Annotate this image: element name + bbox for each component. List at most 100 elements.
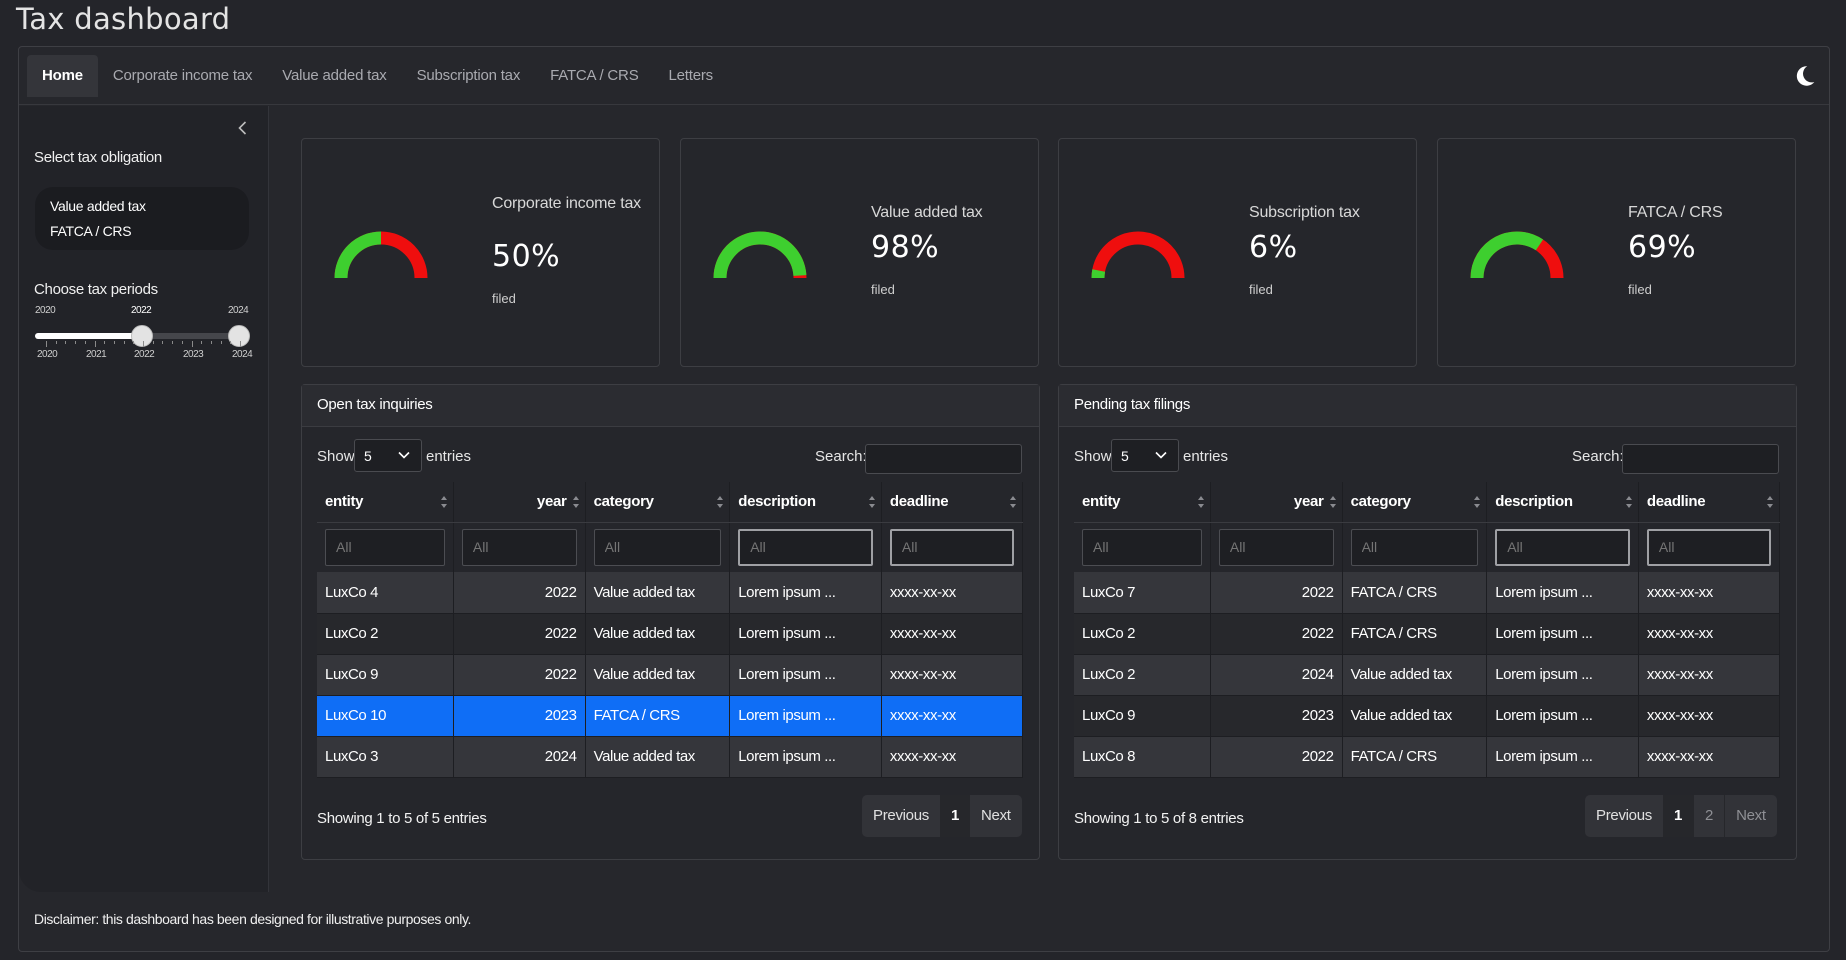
value-box-title: Subscription tax [1249, 204, 1360, 221]
column-filter-input[interactable] [1495, 528, 1630, 566]
cell-description: Lorem ipsum ... [1486, 695, 1639, 737]
column-header-category[interactable]: category [585, 482, 731, 523]
filter-cell [729, 522, 882, 572]
slider-tick [181, 341, 183, 344]
slider-tick [104, 341, 106, 344]
column-filter-input[interactable] [1646, 528, 1771, 566]
table-row[interactable]: LuxCo 8 2022 FATCA / CRS Lorem ipsum ...… [1074, 736, 1781, 778]
table-row[interactable]: LuxCo 2 2024 Value added tax Lorem ipsum… [1074, 654, 1781, 696]
chevron-left-icon[interactable] [233, 118, 253, 138]
value-box-value: 98% [871, 230, 940, 265]
slider-max-label: 2024 [228, 305, 249, 316]
entries-label: entries [1183, 448, 1229, 465]
cell-description: Lorem ipsum ... [1486, 654, 1639, 696]
slider-tick [94, 341, 96, 347]
gauge-chart [334, 231, 428, 279]
cell-deadline: xxxx-xx-xx [881, 654, 1024, 696]
table-row[interactable]: LuxCo 4 2022 Value added tax Lorem ipsum… [317, 572, 1024, 614]
table-row[interactable]: LuxCo 2 2022 FATCA / CRS Lorem ipsum ...… [1074, 613, 1781, 655]
pagination: Previous 1 Next [862, 795, 1022, 837]
obligation-select[interactable]: Value added tax FATCA / CRS [35, 187, 249, 250]
column-filter-input[interactable] [1218, 528, 1334, 566]
sort-icon [1010, 496, 1016, 508]
tab-subscription-tax[interactable]: Subscription tax [416, 67, 521, 84]
value-box-value: 69% [1628, 230, 1697, 265]
period-range-slider[interactable]: 2020 2022 2024 2020 2021 2022 2023 2024 [35, 305, 255, 365]
column-filter-input[interactable] [889, 528, 1014, 566]
column-filter-input[interactable] [1082, 528, 1202, 566]
sort-icon [868, 496, 875, 508]
cell-year: 2022 [453, 572, 586, 614]
column-header-year[interactable]: year [1210, 482, 1343, 523]
entries-length-select[interactable]: 5 [354, 439, 422, 472]
column-filter-input[interactable] [593, 528, 722, 566]
column-filter-input[interactable] [738, 528, 873, 566]
sort-icon [717, 496, 724, 508]
previous-page-button[interactable]: Previous [1596, 807, 1652, 824]
table-row[interactable]: LuxCo 9 2022 Value added tax Lorem ipsum… [317, 654, 1024, 696]
search-input[interactable] [865, 444, 1022, 474]
next-page-button[interactable]: Next [1724, 795, 1777, 837]
table-row[interactable]: LuxCo 2 2022 Value added tax Lorem ipsum… [317, 613, 1024, 655]
column-header-description[interactable]: description [1486, 482, 1639, 523]
column-filter-input[interactable] [1350, 528, 1479, 566]
sort-icon [572, 496, 579, 508]
slider-tick [113, 341, 115, 344]
tab-corporate-income-tax[interactable]: Corporate income tax [112, 67, 253, 84]
previous-page-button[interactable]: Previous [873, 807, 929, 824]
cell-year: 2024 [453, 736, 586, 778]
column-header-year[interactable]: year [453, 482, 586, 523]
tab-letters[interactable]: Letters [668, 67, 714, 84]
slider-from-handle[interactable] [131, 325, 153, 347]
column-header-description[interactable]: description [729, 482, 882, 523]
cell-year: 2022 [1210, 613, 1343, 655]
column-header-label: year [1293, 493, 1324, 511]
cell-entity: LuxCo 10 [317, 695, 454, 737]
moon-icon[interactable] [1791, 63, 1817, 89]
filter-cell [881, 522, 1024, 572]
page-button[interactable]: 1 [1662, 795, 1694, 837]
next-page-button[interactable]: Next [981, 807, 1011, 824]
nav-tabs: Home Corporate income tax Value added ta… [27, 55, 728, 97]
column-header-category[interactable]: category [1342, 482, 1488, 523]
page-button[interactable]: 1 [939, 795, 971, 837]
cell-category: Value added tax [585, 613, 731, 655]
table-row[interactable]: LuxCo 9 2023 Value added tax Lorem ipsum… [1074, 695, 1781, 737]
cell-description: Lorem ipsum ... [729, 695, 882, 737]
column-filter-input[interactable] [461, 528, 577, 566]
cell-description: Lorem ipsum ... [729, 572, 882, 614]
table-info: Showing 1 to 5 of 5 entries [317, 810, 487, 827]
gauge-filled-arc [1470, 231, 1544, 279]
tab-value-added-tax[interactable]: Value added tax [282, 67, 387, 84]
tick-label: 2023 [183, 349, 204, 360]
tick-label: 2024 [232, 349, 253, 360]
cell-deadline: xxxx-xx-xx [881, 695, 1024, 737]
table-row[interactable]: LuxCo 7 2022 FATCA / CRS Lorem ipsum ...… [1074, 572, 1781, 614]
column-header-entity[interactable]: entity [1074, 482, 1211, 523]
obligation-chip[interactable]: Value added tax [50, 198, 146, 214]
cell-description: Lorem ipsum ... [1486, 736, 1639, 778]
slider-tick [46, 341, 47, 347]
column-header-label: year [536, 493, 567, 511]
slider-tick [65, 341, 67, 344]
table-row-selected[interactable]: LuxCo 10 2023 FATCA / CRS Lorem ipsum ..… [317, 695, 1024, 737]
column-header-deadline[interactable]: deadline [1638, 482, 1781, 523]
filter-cell [1210, 522, 1343, 572]
tab-home[interactable]: Home [27, 55, 98, 97]
slider-min-label: 2020 [35, 305, 56, 316]
cell-year: 2024 [1210, 654, 1343, 696]
slider-tick [210, 341, 212, 344]
entries-length-select[interactable]: 5 [1111, 439, 1179, 472]
page-button[interactable]: 2 [1693, 795, 1724, 837]
column-filter-input[interactable] [325, 528, 445, 566]
column-header-entity[interactable]: entity [317, 482, 454, 523]
value-box-subtitle: filed [492, 291, 516, 306]
gauge-filled-arc [713, 231, 807, 279]
slider-to-handle[interactable] [228, 325, 250, 347]
column-header-deadline[interactable]: deadline [881, 482, 1024, 523]
cell-year: 2023 [1210, 695, 1343, 737]
search-input[interactable] [1622, 444, 1779, 474]
table-row[interactable]: LuxCo 3 2024 Value added tax Lorem ipsum… [317, 736, 1024, 778]
obligation-chip[interactable]: FATCA / CRS [50, 223, 132, 239]
tab-fatca-crs[interactable]: FATCA / CRS [550, 67, 639, 84]
